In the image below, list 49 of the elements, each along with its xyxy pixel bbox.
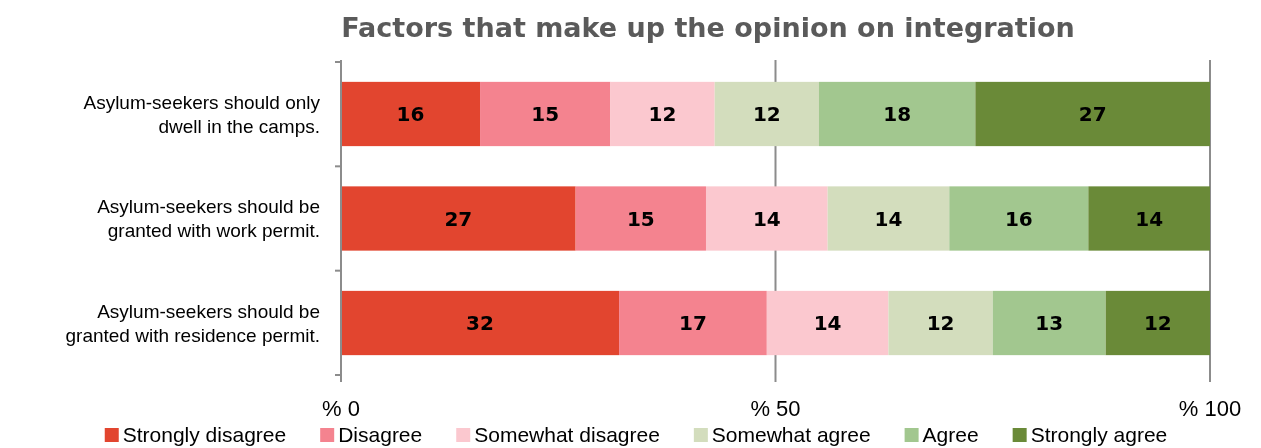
bar (827, 186, 950, 251)
data-label: 18 (883, 102, 912, 127)
bar (888, 290, 993, 356)
legend-label: Strongly disagree (122, 423, 287, 447)
data-label: 16 (1004, 206, 1033, 231)
bar (480, 81, 611, 147)
bar (575, 186, 706, 251)
y-tick-label: Asylum-seekers should be granted with work permit. (97, 196, 320, 242)
bar (766, 290, 889, 356)
data-label: 27 (1078, 102, 1107, 127)
data-label: 14 (874, 206, 903, 231)
y-tick-label: Asylum-seekers should only dwell in the camps. (83, 91, 321, 137)
bar (975, 81, 1210, 147)
data-label: 14 (813, 311, 842, 336)
data-label: 12 (648, 102, 677, 127)
x-tick-label: % 100 (1178, 395, 1242, 421)
data-label: 15 (626, 206, 655, 231)
y-tick-label: Asylum-seekers should be granted with residence permit. (65, 300, 320, 346)
chart-title: Factors that make up the opinion on integration (341, 12, 1075, 44)
data-label: 14 (752, 206, 781, 231)
data-label: 12 (752, 102, 781, 127)
x-tick-label: % 50 (750, 395, 801, 421)
data-label: 17 (679, 311, 707, 336)
bar (714, 81, 819, 147)
data-label: 12 (926, 311, 955, 336)
data-label: 16 (396, 102, 425, 127)
bar (949, 186, 1089, 251)
bar (818, 81, 976, 147)
bar (610, 81, 715, 147)
data-label: 13 (1035, 311, 1064, 336)
legend-label: Somewhat agree (711, 423, 871, 447)
bar (1088, 186, 1210, 251)
legend-label: Somewhat disagree (474, 423, 660, 447)
data-label: 14 (1135, 206, 1164, 231)
legend-label: Agree (922, 423, 979, 447)
bar (1105, 290, 1210, 356)
x-tick-label: % 0 (322, 395, 360, 421)
data-label: 15 (531, 102, 560, 127)
bar (341, 186, 576, 251)
bar (341, 290, 620, 356)
data-label: 32 (466, 311, 494, 336)
data-label: 27 (444, 206, 473, 231)
bar (619, 290, 767, 356)
bar (992, 290, 1106, 356)
bar (705, 186, 828, 251)
legend-label: Disagree (338, 423, 423, 447)
legend-label: Strongly agree (1030, 423, 1168, 447)
bar (341, 81, 481, 147)
data-label: 12 (1143, 311, 1172, 336)
